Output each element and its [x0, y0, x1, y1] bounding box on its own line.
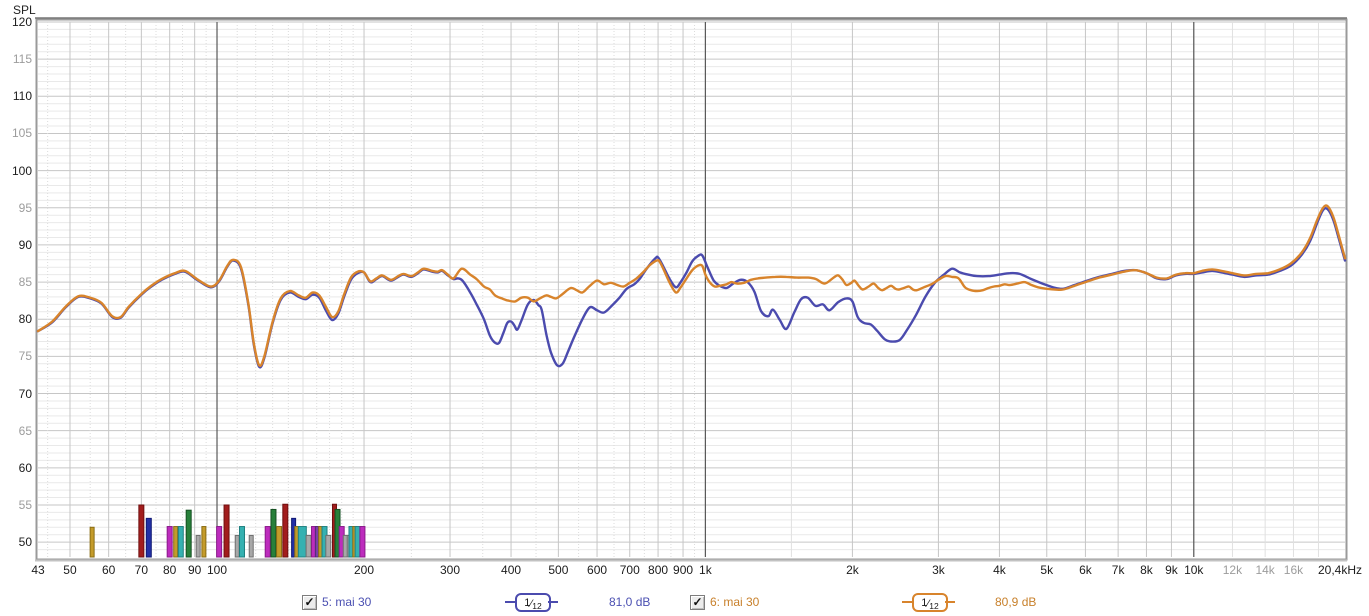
room-mode-bar — [248, 534, 254, 558]
x-tick-label: 60 — [101, 563, 116, 577]
smoothing-line-right — [548, 601, 558, 603]
smoothing-control-6[interactable]: 1⁄12 — [902, 593, 955, 612]
x-tick-label: 43 — [31, 563, 45, 577]
x-tick-label: 9k — [1165, 563, 1178, 577]
room-mode-bar — [234, 534, 240, 558]
x-tick-label: 700 — [619, 563, 640, 577]
x-tick-label: 1k — [699, 563, 712, 577]
measurement-6-level: 80,9 dB — [995, 595, 1037, 609]
x-tick-label: 900 — [673, 563, 694, 577]
y-tick-label: 65 — [18, 423, 32, 438]
x-tick-label: 80 — [162, 563, 177, 577]
measurement-5-level: 81,0 dB — [609, 595, 651, 609]
x-tick-label: 16k — [1283, 563, 1304, 577]
smoothing-numerator: 1 — [921, 597, 928, 609]
x-tick-label: 6k — [1079, 563, 1092, 577]
room-mode-bar — [325, 534, 332, 558]
x-tick-label: 8k — [1140, 563, 1153, 577]
y-tick-label: 50 — [18, 535, 32, 550]
smoothing-line-left — [505, 601, 515, 603]
y-tick-label: 90 — [18, 237, 32, 252]
y-tick-label: 110 — [12, 89, 32, 104]
room-mode-bar — [138, 504, 145, 558]
smoothing-denominator: 12 — [532, 601, 542, 611]
room-mode-bar — [276, 526, 283, 558]
y-tick-label: 70 — [18, 386, 32, 401]
smoothing-fraction-5: 1⁄12 — [515, 593, 551, 612]
x-tick-label: 500 — [548, 563, 569, 577]
trace-5-mai-30 — [36, 206, 1347, 369]
smoothing-fraction-6: 1⁄12 — [912, 593, 948, 612]
room-mode-bar — [238, 526, 245, 558]
room-mode-bar — [270, 508, 277, 558]
room-mode-bar — [173, 526, 179, 558]
x-tick-label: 5k — [1040, 563, 1054, 577]
trace-6-mai-30 — [36, 204, 1347, 368]
x-tick-label: 800 — [648, 563, 669, 577]
smoothing-denominator: 12 — [929, 601, 939, 611]
y-tick-label: 60 — [18, 460, 32, 475]
room-mode-bar — [305, 534, 312, 558]
smoothing-line-left — [902, 601, 912, 603]
room-mode-bar — [89, 526, 95, 558]
x-tick-label: 100 — [206, 563, 228, 577]
measurement-6-label: 6: mai 30 — [710, 595, 760, 609]
room-mode-bar — [223, 504, 230, 558]
x-tick-label: 20,4kHz — [1317, 563, 1363, 577]
x-tick-label: 10k — [1184, 563, 1204, 577]
smoothing-line-right — [945, 601, 955, 603]
x-tick-label: 7k — [1111, 563, 1125, 577]
x-tick-label: 300 — [440, 563, 461, 577]
measurement-5-label: 5: mai 30 — [322, 595, 372, 609]
smoothing-numerator: 1 — [524, 597, 531, 609]
room-mode-bar — [201, 526, 207, 558]
fraction-slash: ⁄ — [927, 598, 930, 610]
room-mode-bar — [166, 526, 173, 558]
room-mode-bar — [282, 503, 289, 558]
room-mode-bar — [145, 517, 152, 558]
y-tick-label: 80 — [18, 312, 32, 327]
y-tick-label: 120 — [11, 15, 32, 29]
room-mode-bar — [297, 526, 307, 558]
room-mode-bar — [359, 526, 366, 558]
room-mode-bar — [216, 526, 223, 558]
x-tick-label: 200 — [354, 563, 375, 577]
y-tick-label: 115 — [12, 52, 32, 67]
smoothing-control-5[interactable]: 1⁄12 — [505, 593, 558, 612]
y-tick-label: 55 — [18, 497, 32, 512]
x-tick-label: 14k — [1255, 563, 1275, 577]
x-tick-label: 50 — [63, 563, 77, 577]
x-tick-label: 70 — [134, 563, 149, 577]
room-mode-bar — [185, 509, 192, 558]
room-mode-bar — [264, 526, 271, 558]
y-tick-label: 100 — [11, 163, 32, 178]
measurement-5-checkbox[interactable]: ✓ — [302, 595, 317, 610]
y-tick-label: 75 — [18, 349, 32, 364]
x-tick-label: 12k — [1222, 563, 1243, 577]
room-mode-bar — [195, 534, 201, 558]
room-mode-bar — [177, 526, 184, 558]
measurement-6-checkbox[interactable]: ✓ — [690, 595, 705, 610]
x-tick-label: 2k — [846, 563, 859, 577]
y-tick-label: 105 — [11, 126, 32, 141]
x-tick-label: 600 — [587, 563, 608, 577]
y-axis-title: SPL — [13, 3, 36, 17]
x-tick-label: 4k — [993, 563, 1006, 577]
x-tick-label: 400 — [501, 563, 522, 577]
y-tick-label: 85 — [18, 275, 32, 290]
x-tick-label: 90 — [187, 563, 202, 577]
y-tick-label: 95 — [18, 200, 32, 215]
fraction-slash: ⁄ — [530, 598, 533, 610]
x-tick-label: 3k — [932, 563, 945, 577]
